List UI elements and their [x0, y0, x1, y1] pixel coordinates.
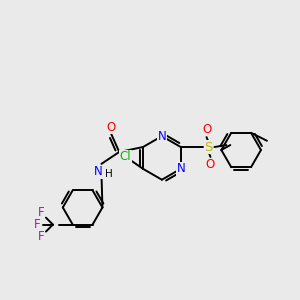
Text: Cl: Cl [119, 150, 131, 164]
Text: F: F [38, 206, 44, 219]
Text: N: N [158, 130, 166, 142]
Text: F: F [38, 230, 44, 243]
Text: N: N [94, 165, 103, 178]
Text: O: O [206, 158, 215, 171]
Text: O: O [202, 123, 211, 136]
Text: F: F [34, 218, 40, 231]
Text: H: H [106, 169, 113, 179]
Text: N: N [176, 162, 185, 175]
Text: O: O [107, 121, 116, 134]
Text: S: S [204, 140, 213, 154]
